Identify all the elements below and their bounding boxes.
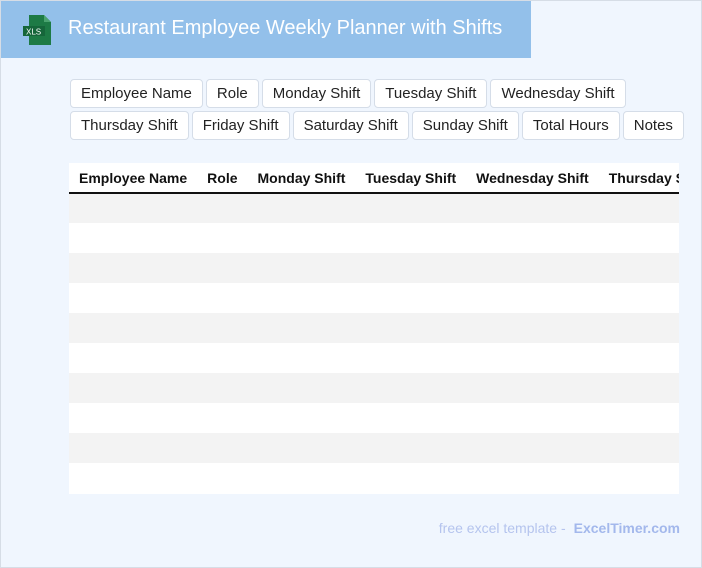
xls-file-icon: XLS <box>23 15 51 45</box>
table-cell[interactable] <box>247 253 356 283</box>
table-cell[interactable] <box>248 283 356 313</box>
table-cell[interactable] <box>355 463 466 493</box>
table-cell[interactable] <box>197 343 247 373</box>
footer-text: free excel template - <box>438 520 566 536</box>
table-row <box>69 193 679 223</box>
table-cell[interactable] <box>69 403 197 433</box>
chip-role[interactable]: Role <box>205 79 259 108</box>
chip-sunday-shift[interactable]: Sunday Shift <box>411 111 519 140</box>
table-header-row: Employee Name Role Monday Shift Tuesday Shi… <box>69 163 679 194</box>
table-cell[interactable] <box>466 283 599 313</box>
table-cell[interactable] <box>466 463 599 493</box>
table-cell[interactable] <box>355 343 466 373</box>
table-cell[interactable] <box>466 403 599 433</box>
table-row <box>69 283 679 313</box>
table-cell[interactable] <box>466 433 599 463</box>
column-header-employee-name: Employee Name <box>69 163 198 194</box>
table-cell[interactable] <box>355 223 466 253</box>
page-title: Restaurant Employee Weekly Planner with … <box>68 17 503 39</box>
table-cell[interactable] <box>69 373 198 403</box>
svg-text:XLS: XLS <box>26 28 41 37</box>
planner-table: Employee Name Role Monday Shift Tuesday Shi… <box>69 163 679 494</box>
table-cell[interactable] <box>197 283 247 313</box>
table-cell[interactable] <box>355 283 466 313</box>
chip-monday-shift[interactable]: Monday Shift <box>261 79 372 108</box>
footer: free excel template - ExcelTimer.com <box>439 520 680 536</box>
table-cell[interactable] <box>247 193 356 223</box>
footer-brand-link[interactable]: ExcelTimer.com <box>573 520 680 536</box>
chip-employee-name[interactable]: Employee Name <box>70 79 203 108</box>
table-cell[interactable] <box>598 253 679 283</box>
table-cell[interactable] <box>69 463 197 493</box>
table-cell[interactable] <box>466 343 599 373</box>
table-cell[interactable] <box>599 343 679 373</box>
chip-saturday-shift[interactable]: Saturday Shift <box>292 111 409 140</box>
table-cell[interactable] <box>355 253 467 283</box>
table-row <box>69 463 679 493</box>
table-cell[interactable] <box>247 433 356 463</box>
table-cell[interactable] <box>598 313 679 343</box>
table-cell[interactable] <box>598 193 679 223</box>
table-cell[interactable] <box>69 343 197 373</box>
table-row <box>69 313 679 343</box>
chip-notes[interactable]: Notes <box>622 111 684 140</box>
table-cell[interactable] <box>197 193 248 223</box>
table-cell[interactable] <box>355 313 467 343</box>
table-cell[interactable] <box>248 223 356 253</box>
table-cell[interactable] <box>248 463 356 493</box>
table-cell[interactable] <box>355 193 467 223</box>
table-row <box>69 343 679 373</box>
table-cell[interactable] <box>599 463 679 493</box>
table-cell[interactable] <box>197 403 247 433</box>
column-header-tuesday-shift: Tuesday Shift <box>355 163 467 194</box>
chip-tuesday-shift[interactable]: Tuesday Shift <box>374 79 488 108</box>
table-cell[interactable] <box>466 193 599 223</box>
table-row <box>69 253 679 283</box>
column-header-role: Role <box>197 163 248 194</box>
table-cell[interactable] <box>247 313 356 343</box>
table-cell[interactable] <box>355 403 466 433</box>
table-cell[interactable] <box>197 433 248 463</box>
table-cell[interactable] <box>69 223 197 253</box>
table-cell[interactable] <box>466 373 599 403</box>
column-header-wednesday-shift: Wednesday Shift <box>466 163 599 194</box>
table-cell[interactable] <box>355 433 467 463</box>
table-row <box>69 223 679 253</box>
table-row <box>69 373 679 403</box>
table-cell[interactable] <box>248 343 356 373</box>
chip-thursday-shift[interactable]: Thursday Shift <box>70 111 189 140</box>
column-header-thursday-shift: Thursday Shift <box>598 163 679 194</box>
chip-friday-shift[interactable]: Friday Shift <box>191 111 290 140</box>
table-cell[interactable] <box>197 313 248 343</box>
table-cell[interactable] <box>69 193 198 223</box>
table-cell[interactable] <box>69 313 198 343</box>
table-cell[interactable] <box>466 223 599 253</box>
table-row <box>69 403 679 433</box>
column-header-monday-shift: Monday Shift <box>247 163 356 194</box>
table-cell[interactable] <box>248 403 356 433</box>
chip-wednesday-shift[interactable]: Wednesday Shift <box>490 79 626 108</box>
table-cell[interactable] <box>355 373 467 403</box>
table-cell[interactable] <box>69 433 198 463</box>
table-cell[interactable] <box>247 373 356 403</box>
table-cell[interactable] <box>69 253 198 283</box>
chip-total-hours[interactable]: Total Hours <box>521 111 620 140</box>
table-cell[interactable] <box>197 223 247 253</box>
table-cell[interactable] <box>599 283 679 313</box>
table-cell[interactable] <box>599 403 679 433</box>
table-cell[interactable] <box>598 373 679 403</box>
column-chips: Employee Name Role Monday Shift Tuesday Shi… <box>70 79 690 143</box>
title-bar: XLS Restaurant Employee Weekly Planner w… <box>1 1 531 58</box>
table-row <box>69 433 679 463</box>
table-cell[interactable] <box>197 373 248 403</box>
table-cell[interactable] <box>69 283 197 313</box>
table-cell[interactable] <box>466 253 599 283</box>
table-cell[interactable] <box>599 223 679 253</box>
table-cell[interactable] <box>197 463 247 493</box>
table-cell[interactable] <box>197 253 248 283</box>
table-cell[interactable] <box>598 433 679 463</box>
table-cell[interactable] <box>466 313 599 343</box>
